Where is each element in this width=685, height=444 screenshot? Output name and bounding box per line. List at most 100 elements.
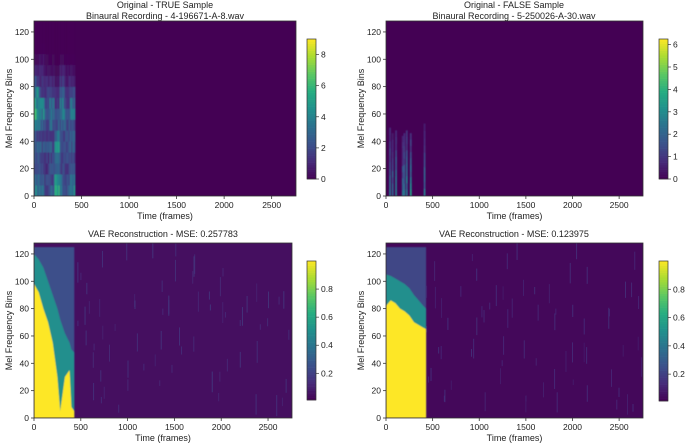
heatmap-cell <box>34 64 36 76</box>
heatmap-cell <box>64 53 67 66</box>
heatmap-cell <box>44 119 46 131</box>
colorbar-segment <box>659 352 668 355</box>
heatmap-cell <box>41 119 44 131</box>
colorbar-segment <box>307 120 316 124</box>
heatmap-stripe <box>405 156 408 164</box>
heatmap-streak <box>134 300 136 310</box>
heatmap-cell <box>55 130 58 142</box>
heatmap-cell <box>37 130 40 142</box>
colorbar-segment <box>659 312 668 315</box>
heatmap-cell <box>63 174 66 186</box>
heatmap-cell <box>48 130 50 142</box>
heatmap-cell <box>45 86 48 98</box>
heatmap-cell <box>51 21 54 33</box>
colorbar-segment <box>307 284 316 287</box>
heatmap-cell <box>62 130 64 142</box>
heatmap-streak <box>193 336 195 352</box>
heatmap-cell <box>48 21 50 33</box>
y-tick-label: 100 <box>367 276 381 286</box>
colorbar-segment <box>659 286 668 290</box>
heatmap-cell <box>60 174 63 186</box>
heatmap-cell <box>71 141 73 153</box>
colorbar-segment <box>307 109 316 112</box>
colorbar-segment <box>307 393 316 396</box>
heatmap-streak <box>434 286 436 309</box>
heatmap-cell <box>67 174 69 186</box>
heatmap-streak <box>641 357 643 377</box>
colorbar-segment <box>307 321 316 324</box>
heatmap-streak <box>440 345 442 360</box>
x-tick-label: 1000 <box>120 200 139 210</box>
heatmap-cell <box>49 53 51 66</box>
colorbar: 0 1 2 3 4 5 6 <box>658 38 678 184</box>
heatmap-stripe <box>409 133 412 140</box>
heatmap-cell <box>45 97 48 109</box>
heatmap-streak <box>126 243 128 261</box>
heatmap-cell <box>66 152 68 164</box>
heatmap-cell <box>63 119 66 131</box>
heatmap-cell <box>36 130 39 142</box>
heatmap-cells <box>34 21 76 196</box>
heatmap-streak <box>444 389 446 403</box>
heatmap-cell <box>54 64 57 76</box>
colorbar-segment <box>659 338 668 341</box>
x-tick-label: 0 <box>32 422 37 432</box>
heatmap-cell <box>54 108 57 120</box>
heatmap-cell <box>69 97 72 109</box>
heatmap-streak <box>208 291 210 300</box>
heatmap-cell <box>49 185 51 196</box>
colorbar-segment <box>307 383 316 387</box>
heatmap-stripe <box>389 175 391 183</box>
heatmap-cell <box>64 174 67 186</box>
colorbar-segment <box>307 55 316 58</box>
colorbar-segment <box>307 279 316 283</box>
heatmap-streak <box>622 345 624 357</box>
heatmap-streak <box>554 313 556 331</box>
heatmap-stripe <box>395 130 397 138</box>
heatmap-cell <box>51 97 54 109</box>
x-tick-label: 2000 <box>563 422 582 432</box>
heatmap-background <box>34 21 296 196</box>
x-tick-label: 2000 <box>212 422 231 432</box>
heatmap-stripe <box>403 189 406 196</box>
heatmap-streak <box>554 369 556 389</box>
heatmap-stripe <box>391 145 394 153</box>
heatmap-cell <box>67 31 69 44</box>
heatmap-cell <box>55 119 58 131</box>
colorbar-segment <box>307 353 316 357</box>
heatmap-streak <box>77 320 79 327</box>
y-tick-label: 120 <box>15 249 29 259</box>
heatmap-cell <box>54 86 57 98</box>
heatmap-streak <box>92 352 94 368</box>
heatmap-cell <box>71 108 73 120</box>
heatmap-cell <box>53 174 55 186</box>
colorbar-segment <box>659 263 668 266</box>
colorbar-segment <box>659 118 668 121</box>
heatmap-cell <box>73 75 76 87</box>
colorbar-segment <box>659 279 668 283</box>
colorbar-tick-label: 6 <box>321 81 326 91</box>
heatmap-cell <box>40 185 43 196</box>
heatmap-streak <box>161 280 163 292</box>
heatmap-cell <box>59 31 62 44</box>
colorbar-segment <box>307 62 316 65</box>
colorbar-segment <box>307 69 316 72</box>
chart-title: VAE Reconstruction - MSE: 0.123975 <box>439 229 589 239</box>
heatmap-cell <box>53 119 55 131</box>
heatmap-stripe <box>423 167 426 175</box>
heatmap-cell <box>67 53 69 66</box>
heatmap-streak <box>471 348 473 357</box>
heatmap-stripe <box>401 153 404 161</box>
colorbar-segment <box>307 102 316 105</box>
heatmap-cell <box>41 185 44 196</box>
colorbar-segment <box>659 134 668 138</box>
heatmap-background <box>34 243 292 418</box>
heatmap-streak <box>88 301 90 314</box>
heatmap-streak <box>171 364 173 373</box>
heatmap-cell <box>63 64 66 76</box>
x-tick-label: 0 <box>384 200 389 210</box>
heatmap-cell <box>51 174 54 186</box>
heatmap-cell <box>48 97 50 109</box>
heatmap-streak <box>127 360 129 378</box>
